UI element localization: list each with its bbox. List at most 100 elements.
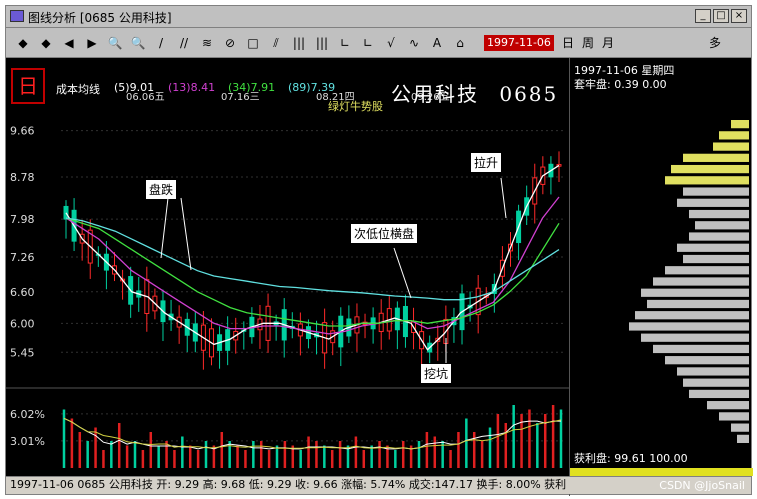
chart-canvas: 9.66 8.78 7.98 7.26 6.60 6.00 5.45 06.06五 07.16三… — [6, 92, 753, 476]
toolbar: 1997-11-06 日 周 月 多 ◆ ◆ ◀ ▶ 🔍 🔍 ///≋ ⊘ □ ⫽ ||| ||| ∟ ∟… — [6, 28, 751, 58]
chip-bar — [629, 322, 749, 331]
angle-tool-icon[interactable]: ∟ — [362, 36, 374, 50]
more-periods-button[interactable]: 多 — [708, 36, 721, 50]
ma5-value: (5)9.01 — [114, 81, 155, 94]
title-bar: 图线分析 [0685 公用科技] _ □ × — [6, 6, 751, 28]
ma89-value: (89)7.39 — [288, 81, 336, 94]
chip-bar — [683, 187, 749, 196]
right-arrow-tool-icon[interactable]: ▶ — [87, 36, 97, 50]
annotation-arrow — [500, 177, 507, 219]
chip-bar — [677, 198, 749, 207]
volume-tick-label: 6.02% — [10, 408, 45, 421]
chip-bar — [731, 423, 749, 432]
left-arrow-tool-icon[interactable]: ◀ — [64, 36, 74, 50]
chip-bar — [665, 266, 749, 275]
price-tick-label: 6.60 — [10, 286, 35, 299]
diamond-tool-icon[interactable]: ◆ — [41, 36, 51, 50]
chip-bar — [683, 254, 749, 264]
volume-ma-line-0 — [63, 417, 561, 450]
chip-bar — [695, 221, 749, 230]
status-bar: 1997-11-06 0685 公用科技 开: 9.29 高: 9.68 低: … — [6, 476, 751, 494]
curve-tool-icon[interactable]: ∿ — [408, 36, 420, 50]
chip-bar — [653, 277, 749, 286]
annotation-arrow — [160, 197, 169, 259]
chip-date: 1997-11-06 星期四 — [574, 64, 675, 77]
volume-ma-line-1 — [63, 417, 562, 450]
stock-name-banner: 公用科技 0685 — [391, 78, 558, 107]
ma34-value: (34)7.91 — [228, 81, 276, 94]
chip-bar — [671, 164, 749, 174]
period-month-button[interactable]: 月 — [601, 36, 614, 50]
price-tick-label: 8.78 — [10, 171, 35, 184]
annotation-arrow — [180, 197, 192, 271]
chip-profit: 获利盘: 99.61 100.00 — [574, 452, 688, 465]
price-tick-label: 7.26 — [10, 251, 35, 264]
diamond-tool-icon[interactable]: ◆ — [18, 36, 28, 50]
chip-trapped: 套牢盘: 0.39 0.00 — [574, 78, 667, 91]
stock-name: 公用科技 — [391, 82, 479, 106]
stock-code: 0685 — [499, 82, 559, 106]
annotation-flat: 次低位横盘 — [351, 224, 418, 243]
check-tool-icon[interactable]: √ — [387, 36, 395, 50]
candle-body — [63, 205, 69, 220]
annotation-rise: 拉升 — [471, 153, 502, 172]
toolbar-date: 1997-11-06 — [484, 35, 554, 51]
chip-bar — [689, 389, 749, 399]
channel-tool-icon[interactable]: ⫽ — [273, 36, 279, 50]
home-tool-icon[interactable]: ⌂ — [456, 36, 464, 50]
text-tool-icon[interactable]: A — [432, 36, 442, 50]
chip-bar — [665, 356, 749, 365]
chip-bar — [635, 311, 749, 320]
day-logo: 日 — [11, 68, 45, 104]
chip-bar — [689, 232, 749, 241]
price-tick-label: 9.66 — [10, 125, 35, 138]
price-tick-label: 6.00 — [10, 317, 35, 330]
chip-bar — [641, 333, 749, 342]
chip-bar — [707, 401, 749, 410]
period-week-button[interactable]: 周 — [581, 36, 594, 50]
annotation-pit: 挖坑 — [421, 364, 452, 383]
chip-bar — [683, 153, 749, 162]
chip-bar — [713, 142, 749, 151]
chip-bar — [677, 243, 749, 252]
chip-bar — [719, 131, 749, 140]
chip-bar — [737, 434, 749, 443]
volume-tick-label: 3.01% — [10, 435, 45, 448]
date-tick-label: 09.26五 — [411, 92, 450, 103]
bars-tool-icon[interactable]: ||| — [292, 36, 306, 50]
wave-tool-icon[interactable]: ≋ — [201, 36, 213, 50]
maximize-button[interactable]: □ — [713, 9, 729, 23]
angle-tool-icon[interactable]: ∟ — [339, 36, 351, 50]
ma-label: 成本均线 — [56, 83, 100, 96]
zoom-out-tool-icon[interactable]: 🔍 — [107, 36, 123, 50]
date-tick-label: 06.06五 — [126, 92, 165, 103]
chip-bar — [731, 120, 749, 129]
chip-bar — [647, 299, 749, 309]
annotation-arrow — [393, 247, 412, 299]
minimize-button[interactable]: _ — [695, 9, 711, 23]
price-tick-label: 7.98 — [10, 213, 35, 226]
app-window: 图线分析 [0685 公用科技] _ □ × 1997-11-06 日 周 月 … — [5, 5, 753, 496]
period-day-button[interactable]: 日 — [561, 36, 574, 50]
ma-line-0 — [65, 164, 560, 351]
close-button[interactable]: × — [731, 9, 747, 23]
ma13-value: (13)8.41 — [168, 81, 216, 94]
watermark: CSDN @JjoSnail — [659, 479, 745, 492]
parallel-lines-tool-icon[interactable]: // — [179, 36, 189, 50]
date-tick-label: 08.21四 — [316, 92, 355, 103]
date-tick-label: 07.16三 — [221, 92, 260, 103]
bars-tool-icon[interactable]: ||| — [315, 36, 329, 50]
window-title: 图线分析 [0685 公用科技] — [28, 11, 172, 25]
rectangle-tool-icon[interactable]: □ — [247, 36, 259, 50]
chip-bar — [677, 367, 749, 376]
ma-line-1 — [65, 196, 560, 335]
chip-distribution-panel: 1997-11-06 星期四 套牢盘: 0.39 0.00 获利盘: 99.61… — [569, 58, 753, 496]
zoom-in-tool-icon[interactable]: 🔍 — [130, 36, 146, 50]
chart-area: 9.66 8.78 7.98 7.26 6.60 6.00 5.45 06.06五 07.16三… — [6, 58, 753, 496]
candle-body — [556, 164, 562, 167]
status-text: 1997-11-06 0685 公用科技 开: 9.29 高: 9.68 低: … — [10, 478, 567, 491]
chip-bar — [653, 344, 749, 354]
line-tool-icon[interactable]: / — [158, 36, 164, 50]
chip-bar — [689, 209, 749, 219]
erase-tool-icon[interactable]: ⊘ — [224, 36, 236, 50]
